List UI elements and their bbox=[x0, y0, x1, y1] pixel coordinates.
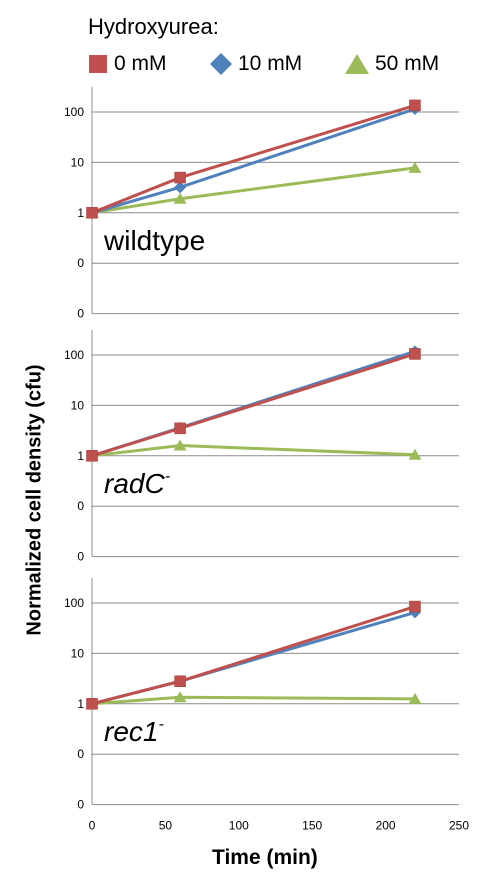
data-point-square bbox=[409, 348, 421, 360]
data-point-triangle bbox=[408, 448, 422, 460]
legend-title: Hydroxyurea: bbox=[88, 14, 219, 39]
legend-item-50mm: 50 mM bbox=[345, 52, 439, 76]
legend-swatch-0mm bbox=[89, 55, 107, 73]
y-tick-label: 0 bbox=[77, 256, 84, 270]
x-tick-label: 50 bbox=[159, 819, 173, 833]
panel-label: radC- bbox=[104, 468, 170, 499]
data-point-square bbox=[86, 698, 98, 710]
legend-label-10mm: 10 mM bbox=[238, 52, 303, 75]
diamond-marker-icon bbox=[210, 53, 232, 75]
y-tick-label: 0 bbox=[77, 550, 84, 564]
y-tick-label: 0 bbox=[77, 798, 84, 812]
data-point-square bbox=[174, 171, 186, 184]
series-line bbox=[91, 444, 416, 458]
series-line bbox=[91, 695, 415, 706]
legend-label-50mm: 50 mM bbox=[375, 52, 440, 75]
legend-item-0mm: 0 mM bbox=[88, 52, 167, 76]
series-line bbox=[91, 103, 416, 215]
x-tick-label: 0 bbox=[89, 819, 96, 833]
panel-label-superscript: - bbox=[165, 468, 170, 485]
y-tick-label: 10 bbox=[71, 155, 85, 169]
x-tick-label: 100 bbox=[229, 819, 249, 833]
series-line bbox=[91, 107, 416, 215]
square-marker-icon bbox=[89, 55, 107, 73]
y-tick-label: 1 bbox=[77, 697, 84, 711]
y-tick-label: 0 bbox=[77, 499, 84, 513]
legend-label-0mm: 0 mM bbox=[114, 52, 167, 75]
series-line bbox=[91, 166, 416, 215]
y-tick-label: 1 bbox=[77, 206, 84, 220]
panel-label: wildtype bbox=[103, 225, 205, 256]
data-point-triangle bbox=[408, 161, 422, 173]
series-line bbox=[91, 605, 416, 706]
triangle-marker-icon bbox=[345, 54, 369, 74]
panel-label: rec1- bbox=[104, 716, 164, 747]
data-point-square bbox=[174, 422, 186, 435]
data-point-triangle bbox=[173, 691, 187, 703]
data-point-triangle bbox=[408, 692, 422, 704]
data-point-square bbox=[86, 207, 98, 219]
series-line bbox=[91, 352, 416, 458]
data-point-square bbox=[409, 99, 421, 112]
legend-swatch-10mm bbox=[210, 53, 232, 75]
data-point-square bbox=[86, 450, 98, 462]
y-tick-label: 0 bbox=[77, 747, 84, 761]
x-axis-label: Time (min) bbox=[212, 846, 318, 869]
data-point-square bbox=[174, 675, 186, 688]
legend: Hydroxyurea: 0 mM 10 mM 50 mM bbox=[0, 0, 481, 85]
data-point-diamond bbox=[174, 181, 187, 194]
x-tick-label: 200 bbox=[376, 819, 396, 833]
y-tick-label: 0 bbox=[77, 307, 84, 321]
y-tick-label: 10 bbox=[71, 398, 85, 412]
data-point-square bbox=[409, 600, 421, 613]
x-tick-label: 150 bbox=[302, 819, 322, 833]
data-point-triangle bbox=[173, 439, 187, 451]
y-tick-label: 100 bbox=[64, 596, 84, 610]
legend-item-10mm: 10 mM bbox=[210, 52, 302, 76]
y-tick-label: 100 bbox=[64, 105, 84, 119]
y-tick-label: 10 bbox=[71, 646, 85, 660]
legend-swatch-50mm bbox=[345, 54, 369, 74]
data-point-triangle bbox=[173, 192, 187, 204]
x-tick-label: 250 bbox=[449, 819, 469, 833]
y-tick-label: 100 bbox=[64, 348, 84, 362]
panel-label-superscript: - bbox=[158, 716, 163, 733]
y-tick-label: 1 bbox=[77, 449, 84, 463]
